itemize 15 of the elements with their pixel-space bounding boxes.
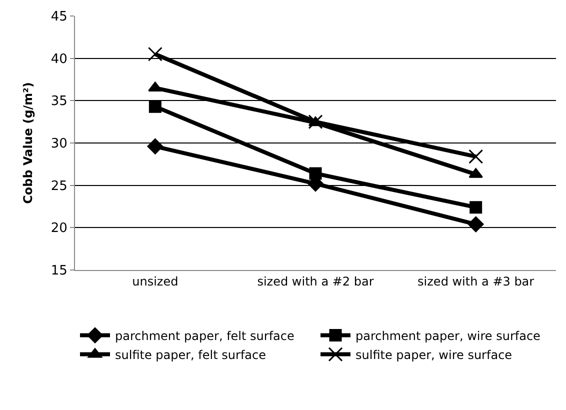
legend-label: parchment paper, felt surface xyxy=(115,328,294,343)
x-tick-label: unsized xyxy=(132,274,178,288)
y-tick-label: 30 xyxy=(50,136,68,152)
y-axis-title: Cobb Value (g/m²) xyxy=(21,82,36,204)
y-tick-label: 15 xyxy=(50,264,68,279)
y-tick-label: 20 xyxy=(50,221,68,236)
y-tick-label: 45 xyxy=(50,10,68,25)
x-tick-label: sized with a #2 bar xyxy=(257,274,374,288)
legend-label: parchment paper, wire surface xyxy=(356,328,540,343)
y-tick-label: 40 xyxy=(50,52,68,67)
legend-label: sulfite paper, felt surface xyxy=(115,348,266,362)
x-tick-label: sized with a #3 bar xyxy=(418,274,534,288)
y-tick-label: 25 xyxy=(50,178,68,194)
y-tick-label: 35 xyxy=(50,94,68,110)
legend-label: sulfite paper, wire surface xyxy=(356,348,512,362)
